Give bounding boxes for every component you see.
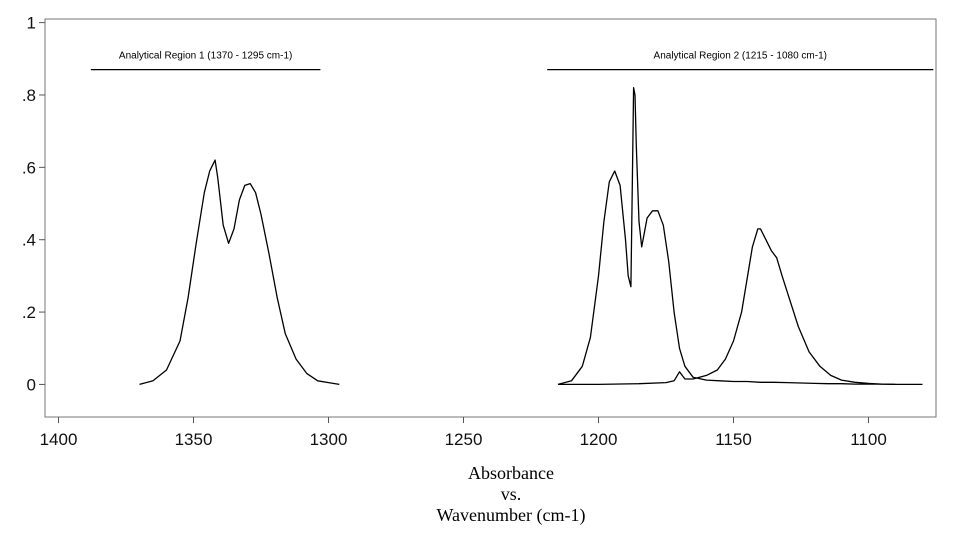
spectrum-line-1: [139, 159, 340, 386]
x-tick-label: 1150: [715, 430, 752, 449]
y-tick-label: .4: [22, 231, 36, 250]
x-tick-label: 1350: [175, 430, 213, 449]
spectrum-series: [139, 87, 923, 386]
analytical-regions: Analytical Region 1 (1370 - 1295 cm-1) An…: [90, 51, 934, 71]
y-tick-label: 1: [27, 14, 36, 33]
region-2-label: Analytical Region 2 (1215 - 1080 cm-1): [654, 51, 827, 62]
plot-frame: [44, 18, 937, 418]
y-tick-label: 0: [27, 375, 36, 394]
x-tick-label: 1100: [850, 430, 887, 449]
x-tick-label: 1400: [40, 430, 78, 449]
y-tick-label: .6: [22, 158, 36, 177]
spectrum-line-2: [557, 87, 923, 386]
x-title-line-2: vs.: [501, 484, 522, 504]
x-title-line-1: Absorbance: [468, 463, 554, 483]
y-tick-label: .8: [22, 86, 36, 105]
region-1-label: Analytical Region 1 (1370 - 1295 cm-1): [119, 51, 292, 62]
x-tick-label: 1250: [445, 430, 483, 449]
x-title-line-3: Wavenumber (cm-1): [437, 505, 586, 526]
y-tick-label: .2: [22, 303, 36, 322]
axes: 0 .2 .4 .6 .8 1 1400 1350 1300 1250 1200 1150 1100: [22, 14, 887, 449]
spectrum-line-3: [558, 228, 896, 386]
x-tick-label: 1300: [310, 430, 348, 449]
x-tick-label: 1200: [580, 430, 618, 449]
